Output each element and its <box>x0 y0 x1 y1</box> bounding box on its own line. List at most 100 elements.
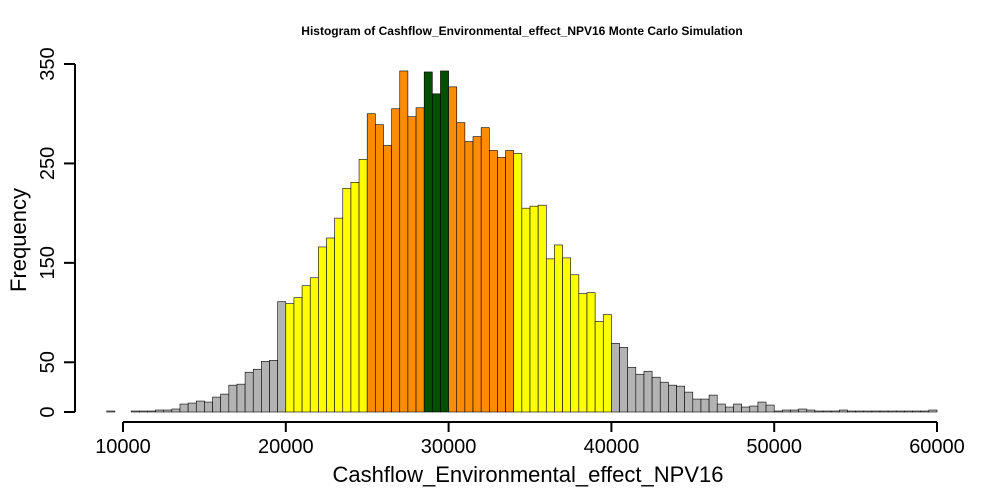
histogram-bar <box>163 409 173 413</box>
x-tick-label: 40000 <box>584 436 640 458</box>
x-tick-label: 20000 <box>258 436 314 458</box>
histogram-bar <box>106 410 116 413</box>
histogram-bar <box>692 398 702 413</box>
histogram-bar <box>928 409 938 413</box>
histogram-bar <box>659 381 669 413</box>
histogram-bar <box>375 124 384 413</box>
histogram-bar <box>847 410 856 413</box>
x-tick-label: 60000 <box>909 436 965 458</box>
histogram-bar <box>545 258 555 413</box>
histogram-bar <box>904 410 913 413</box>
histogram-bar <box>765 404 775 413</box>
histogram-bar <box>277 301 287 413</box>
y-tick-label: 350 <box>37 47 59 80</box>
histogram-bar <box>586 292 596 413</box>
y-tick-label: 50 <box>37 351 59 373</box>
histogram-bar <box>407 116 417 413</box>
histogram-bar <box>822 410 832 413</box>
histogram-bar <box>350 182 360 413</box>
histogram-bar <box>220 393 230 413</box>
histogram-bar <box>668 384 677 413</box>
histogram-bar <box>432 93 441 413</box>
histogram-bar <box>879 410 889 413</box>
y-tick-label: 0 <box>37 406 59 417</box>
histogram-bar <box>195 400 205 413</box>
histogram-bar <box>749 405 759 413</box>
histogram-bar <box>920 410 930 413</box>
histogram-bar <box>464 141 474 413</box>
histogram-bar <box>830 410 840 413</box>
histogram-bar <box>741 406 751 413</box>
histogram-bar <box>521 207 531 413</box>
chart-title: Histogram of Cashflow_Environmental_effe… <box>301 24 742 38</box>
x-tick-label: 30000 <box>421 436 477 458</box>
histogram-bar <box>179 403 189 413</box>
histogram-bar <box>611 343 620 413</box>
histogram-bar <box>594 321 604 413</box>
histogram-bar <box>187 402 197 413</box>
histogram-bar <box>212 396 221 413</box>
histogram-bar <box>472 136 482 413</box>
histogram-bar <box>651 376 661 413</box>
histogram-bar <box>423 71 433 413</box>
histogram-bar <box>578 293 588 413</box>
histogram-bar <box>171 408 181 413</box>
histogram-bar <box>326 237 335 413</box>
histogram-bar <box>871 410 881 413</box>
histogram-bar <box>806 409 816 413</box>
histogram-bar <box>301 285 311 413</box>
histogram-bar <box>619 347 628 413</box>
histogram-bar <box>814 410 824 413</box>
histogram-bar <box>790 409 799 413</box>
histogram-bar <box>318 246 327 413</box>
histogram-bar <box>366 113 376 413</box>
y-tick-label: 250 <box>37 147 59 180</box>
histogram-bar <box>293 297 303 413</box>
histogram-bar <box>700 398 710 413</box>
histogram-bar <box>456 122 466 413</box>
histogram-bar <box>228 384 238 413</box>
histogram-bar <box>855 410 865 413</box>
histogram-bar <box>383 145 392 413</box>
histogram-bar <box>627 366 637 413</box>
histogram-bar <box>602 314 612 413</box>
histogram-bar <box>334 217 344 413</box>
histogram-bar <box>529 205 539 413</box>
histogram-bar <box>399 70 409 413</box>
histogram-bar <box>269 359 278 413</box>
histogram-bar <box>480 127 490 413</box>
histogram-bar <box>798 408 808 413</box>
histogram-bar <box>895 410 905 413</box>
histogram-bar <box>684 391 694 413</box>
histogram-bar <box>863 410 873 413</box>
histogram-bar <box>716 403 726 413</box>
y-tick-label: 150 <box>37 246 59 279</box>
histogram-bar <box>358 159 368 413</box>
histogram-bar <box>773 410 783 413</box>
histogram-bar <box>448 86 458 413</box>
histogram-bar <box>887 410 897 413</box>
histogram-bar <box>912 410 922 413</box>
histogram-bar <box>839 409 848 413</box>
histogram-bar <box>635 373 645 413</box>
histogram-bar <box>204 401 213 413</box>
histogram-bar <box>155 409 164 413</box>
histogram-bar <box>244 371 254 413</box>
histogram-bar <box>497 157 506 413</box>
histogram-bar <box>643 370 653 413</box>
histogram-bar <box>391 108 401 413</box>
histogram-bar <box>285 303 295 413</box>
histogram-bar <box>570 274 580 413</box>
bars-group <box>106 70 938 413</box>
histogram-bar <box>415 107 425 413</box>
histogram-bar <box>252 368 262 413</box>
histogram-bar <box>488 150 498 413</box>
histogram-bar <box>782 409 791 413</box>
histogram-bar <box>554 244 563 413</box>
x-tick-label: 50000 <box>746 436 802 458</box>
x-tick-label: 10000 <box>95 436 151 458</box>
histogram-bar <box>236 383 246 413</box>
histogram-bar <box>138 410 148 413</box>
histogram-bar <box>562 257 571 413</box>
